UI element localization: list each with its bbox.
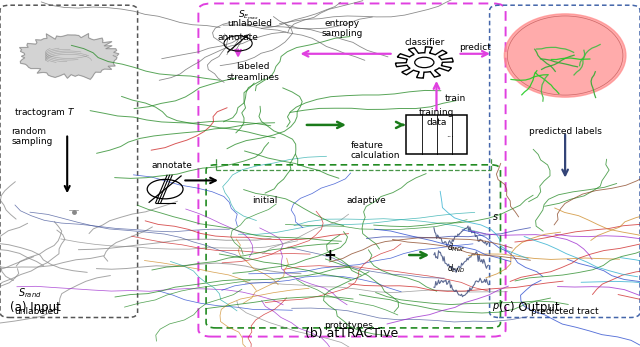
Text: $s$: $s$ <box>492 212 499 222</box>
Text: $S_{E_{max}}$: $S_{E_{max}}$ <box>237 9 259 22</box>
Text: $d_{END}$: $d_{END}$ <box>447 263 465 275</box>
Text: unlabeled: unlabeled <box>14 307 59 316</box>
Text: +: + <box>323 247 336 263</box>
Text: prototypes: prototypes <box>324 321 373 330</box>
Text: predicted labels: predicted labels <box>529 127 602 136</box>
Text: annotate: annotate <box>218 33 259 42</box>
Text: train: train <box>445 94 466 103</box>
Text: classifier: classifier <box>404 38 444 47</box>
Text: (c) Output: (c) Output <box>499 301 560 314</box>
Text: $S_{rand}$: $S_{rand}$ <box>18 286 42 300</box>
Text: adaptive: adaptive <box>347 196 387 205</box>
Text: feature
calculation: feature calculation <box>351 141 400 160</box>
Text: tractogram $T$: tractogram $T$ <box>14 106 76 119</box>
Polygon shape <box>396 47 453 78</box>
Text: unlabeled: unlabeled <box>227 19 272 28</box>
Text: entropy
sampling: entropy sampling <box>322 19 363 39</box>
Text: random
sampling: random sampling <box>12 127 53 146</box>
Text: $p$: $p$ <box>492 301 499 313</box>
Text: annotate: annotate <box>151 161 192 170</box>
Circle shape <box>415 57 434 68</box>
Text: (b) atTRACTive: (b) atTRACTive <box>305 327 399 340</box>
Text: labeled
streamlines: labeled streamlines <box>227 62 279 82</box>
Text: initial: initial <box>252 196 277 205</box>
Text: (a) Input: (a) Input <box>10 301 60 314</box>
Text: ...: ... <box>446 130 454 139</box>
Text: predicted tract: predicted tract <box>531 307 599 316</box>
Polygon shape <box>19 34 119 79</box>
Text: $d_{MDF}$: $d_{MDF}$ <box>447 242 465 254</box>
Text: predict: predict <box>459 43 491 52</box>
Text: training
data: training data <box>419 108 454 127</box>
Ellipse shape <box>504 14 626 97</box>
FancyBboxPatch shape <box>406 115 467 154</box>
